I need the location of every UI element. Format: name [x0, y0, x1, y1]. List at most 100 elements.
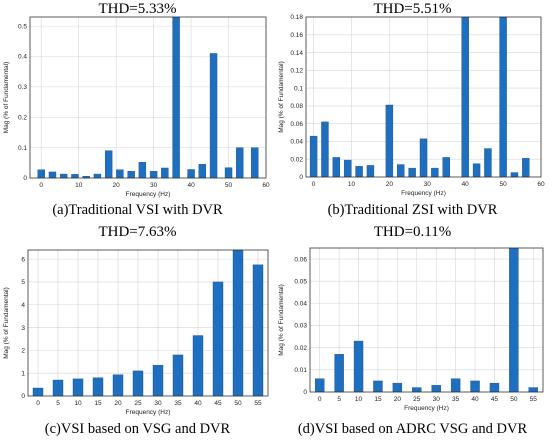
bar-b-0: [309, 135, 318, 178]
bar-b-15: [499, 16, 507, 178]
xtick-label-c-11: 55: [254, 400, 262, 407]
plot-frame-b: [305, 16, 542, 178]
bar-d-6: [431, 385, 441, 393]
caption-c: (c)VSI based on VSG and DVR: [44, 421, 231, 437]
panel-a: THD=5.33% 0 10 20 30 40 50 60 0 0.1 0.2 0.3 0.4 0.5 F…: [0, 0, 275, 221]
ytick-label-c-2: 2: [21, 348, 25, 355]
ytick-label-c-5: 5: [21, 279, 25, 286]
xtick-label-a-6: 60: [262, 182, 270, 189]
xtick-label-a-4: 40: [187, 182, 195, 189]
caption-a: (a)Traditional VSI with DVR: [52, 202, 223, 218]
xtick-label-b-4: 40: [462, 181, 470, 188]
plot-area-c: [28, 250, 268, 396]
xtick-label-b-2: 20: [386, 181, 394, 188]
bar-b-10: [431, 167, 439, 178]
bar-d-10: [509, 247, 519, 393]
xtick-label-d-3: 15: [374, 396, 382, 403]
xtick-label-a-5: 50: [225, 182, 233, 189]
xtick-label-d-11: 55: [530, 396, 538, 403]
bar-d-9: [489, 382, 500, 393]
plot-frame-a: [29, 16, 267, 179]
bar-a-3: [71, 174, 79, 179]
bar-c-1: [52, 379, 64, 397]
x-axis-label-d: Frequency (Hz): [404, 405, 449, 412]
plot-area-d: [310, 248, 543, 392]
ytick-label-b-0: 0: [299, 174, 303, 181]
thd-label-d: THD=0.11%: [373, 224, 452, 240]
ytick-label-a-5: 0.5: [18, 23, 27, 30]
ytick-label-b-9: 0.18: [290, 14, 303, 21]
xtick-label-b-5: 50: [499, 181, 507, 188]
bar-a-8: [127, 171, 135, 179]
bar-d-0: [315, 378, 325, 393]
x-axis-label-b: Frequency (Hz): [401, 190, 446, 197]
bar-a-1: [48, 171, 57, 179]
xtick-label-c-6: 30: [154, 400, 162, 407]
xtick-label-b-0: 0: [312, 181, 316, 188]
xtick-label-c-8: 40: [194, 400, 202, 407]
bar-b-5: [366, 165, 375, 178]
bar-b-14: [484, 148, 492, 178]
bar-a-10: [149, 171, 158, 179]
xtick-label-d-4: 20: [394, 396, 402, 403]
bar-d-5: [412, 387, 422, 393]
bar-a-9: [138, 162, 147, 179]
xtick-label-d-7: 35: [452, 396, 460, 403]
xtick-label-b-6: 60: [537, 181, 545, 188]
plot-area-a: [30, 17, 266, 178]
xtick-label-c-2: 10: [74, 400, 82, 407]
xtick-label-c-4: 20: [114, 400, 122, 407]
bar-a-2: [60, 173, 68, 179]
bar-b-1: [321, 121, 329, 178]
xtick-label-a-1: 10: [75, 182, 83, 189]
xtick-label-a-0: 0: [39, 182, 43, 189]
xtick-label-c-5: 25: [134, 400, 142, 407]
panel-b: THD=5.51% 0 10 20 30 40 50 60 0 0.02 0.04 0.06 0.08…: [275, 0, 550, 221]
chart-d: 0 5 10 15 20 25 30 35 40 45 50 55 0 0.01 0.02 0.03 0.04 0…: [278, 247, 544, 412]
xtick-label-a-2: 20: [113, 182, 121, 189]
bar-a-12: [172, 16, 180, 179]
xtick-label-d-8: 40: [471, 396, 479, 403]
ytick-label-a-0: 0: [23, 175, 27, 182]
bar-a-17: [236, 147, 244, 179]
bar-b-6: [385, 104, 394, 178]
plot-frame-d: [309, 247, 544, 393]
ytick-label-c-4: 4: [21, 302, 25, 309]
y-axis-label-d: Mag (% of Fundamental): [278, 284, 285, 356]
bar-a-0: [37, 169, 45, 179]
bar-c-9: [212, 281, 224, 397]
ytick-label-d-6: 0.06: [294, 256, 307, 263]
ytick-label-d-0: 0: [303, 389, 307, 396]
chart-a: 0 10 20 30 40 50 60 0 0.1 0.2 0.3 0.4 0.5 Frequency (…: [3, 16, 270, 198]
bar-d-1: [334, 354, 344, 393]
bar-a-13: [187, 169, 195, 179]
x-axis-label-c: Frequency (Hz): [126, 409, 171, 416]
bar-b-7: [397, 164, 405, 178]
bar-b-12: [461, 16, 469, 178]
ytick-label-b-5: 0.1: [294, 85, 303, 92]
ytick-label-b-3: 0.06: [290, 121, 303, 128]
ytick-label-b-8: 0.16: [290, 32, 303, 39]
ytick-label-d-2: 0.02: [294, 345, 307, 352]
ytick-label-a-3: 0.3: [18, 84, 27, 91]
ytick-label-b-7: 0.14: [290, 50, 303, 57]
xtick-label-d-6: 30: [433, 396, 441, 403]
bar-c-4: [112, 374, 124, 397]
ytick-label-d-4: 0.04: [294, 301, 307, 308]
bar-c-5: [132, 370, 144, 397]
xtick-label-d-1: 5: [337, 396, 341, 403]
bar-a-14: [198, 164, 207, 179]
ytick-label-a-4: 0.4: [18, 54, 27, 61]
ytick-label-c-1: 1: [21, 370, 25, 377]
bar-a-7: [116, 169, 124, 179]
bar-c-0: [32, 387, 44, 397]
bar-c-7: [172, 354, 184, 397]
thd-label-c: THD=7.63%: [98, 224, 177, 240]
y-axis-label-c: Mag (% of Fundamental): [3, 287, 10, 359]
xtick-label-d-9: 45: [491, 396, 499, 403]
ytick-label-a-1: 0.1: [18, 145, 27, 152]
bar-a-6: [104, 150, 113, 179]
bar-a-11: [161, 167, 169, 179]
bar-b-16: [510, 172, 519, 178]
bar-c-11: [252, 264, 264, 397]
